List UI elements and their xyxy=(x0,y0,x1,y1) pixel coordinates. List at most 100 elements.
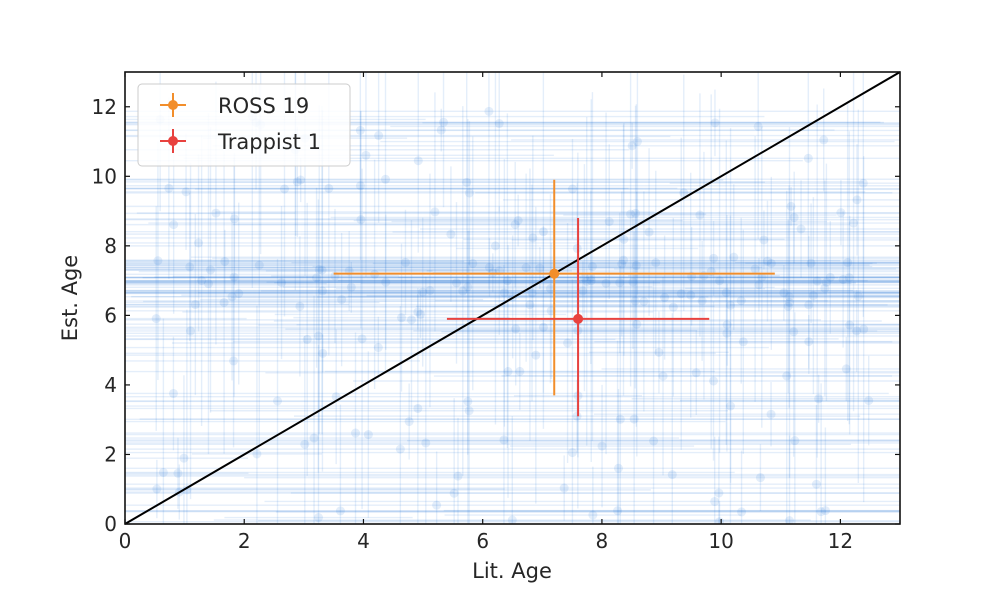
bg-point xyxy=(836,208,846,218)
bg-point xyxy=(604,217,614,227)
bg-point xyxy=(527,288,537,298)
bg-point xyxy=(721,288,731,298)
bg-point xyxy=(229,356,239,366)
bg-point xyxy=(538,322,548,332)
bg-point xyxy=(317,265,327,275)
bg-point xyxy=(619,234,629,244)
bg-point xyxy=(708,376,718,386)
bg-point xyxy=(357,334,367,344)
bg-point xyxy=(710,118,720,128)
bg-point xyxy=(425,285,435,295)
bg-point xyxy=(229,272,239,282)
bg-point xyxy=(463,396,473,406)
bg-point xyxy=(567,448,577,458)
bg-point xyxy=(601,278,611,288)
bg-point xyxy=(252,449,262,459)
bg-point xyxy=(726,300,736,310)
bg-point xyxy=(515,366,525,376)
bg-point xyxy=(754,280,764,290)
bg-point xyxy=(639,296,649,306)
bg-point xyxy=(314,513,324,523)
identity-line xyxy=(124,71,901,525)
bg-point xyxy=(499,288,509,298)
bg-point xyxy=(432,500,442,510)
bg-point xyxy=(494,119,504,129)
legend-item-trappist1: Trappist 1 xyxy=(160,129,321,154)
bg-point xyxy=(784,516,794,524)
bg-point xyxy=(318,348,328,358)
bg-point xyxy=(782,371,792,381)
bg-point xyxy=(400,257,410,267)
x-tick-label: 6 xyxy=(476,529,489,553)
legend-label-ross19: ROSS 19 xyxy=(218,94,309,118)
bg-point xyxy=(597,441,607,451)
bg-point xyxy=(618,255,628,265)
bg-point xyxy=(811,479,821,489)
bg-point xyxy=(779,288,789,298)
bg-point xyxy=(418,287,428,297)
bg-point xyxy=(804,300,814,310)
bg-point xyxy=(814,394,824,404)
bg-point xyxy=(617,259,627,269)
bg-point xyxy=(679,188,689,198)
y-tick-label: 4 xyxy=(104,373,117,397)
legend-item-ross19: ROSS 19 xyxy=(160,93,309,118)
bg-point xyxy=(695,210,705,220)
bg-point xyxy=(521,263,531,273)
y-tick-label: 8 xyxy=(104,234,117,258)
bg-point xyxy=(844,273,854,283)
y-tick-label: 10 xyxy=(92,164,117,188)
bg-point xyxy=(736,296,746,306)
bg-point xyxy=(337,295,347,305)
bg-point xyxy=(510,220,520,230)
bg-point xyxy=(324,183,334,193)
bg-point xyxy=(632,319,642,329)
bg-point xyxy=(849,218,859,228)
bg-point xyxy=(790,436,800,446)
bg-point xyxy=(660,293,670,303)
bg-point xyxy=(356,215,366,225)
x-tick-label: 4 xyxy=(357,529,370,553)
bg-point xyxy=(853,291,863,301)
bg-point xyxy=(462,177,472,187)
bg-point xyxy=(784,292,794,302)
bg-point xyxy=(525,300,535,310)
bg-point xyxy=(629,414,639,424)
bg-point xyxy=(691,368,701,378)
bg-point xyxy=(766,258,776,268)
bg-point xyxy=(630,296,640,306)
bg-point xyxy=(715,276,725,286)
bg-point xyxy=(211,208,221,218)
bg-point xyxy=(644,227,654,237)
bg-point xyxy=(173,468,183,478)
bg-point xyxy=(413,156,423,166)
bg-point xyxy=(490,241,500,251)
bg-point xyxy=(413,307,423,317)
bg-point xyxy=(351,428,361,438)
bg-point xyxy=(446,229,456,239)
bg-point xyxy=(654,347,664,357)
bg-point xyxy=(296,175,306,185)
bg-point xyxy=(273,396,283,406)
bg-point xyxy=(179,453,189,463)
bg-point xyxy=(715,517,725,524)
bg-point xyxy=(449,488,459,498)
bg-point xyxy=(206,265,216,275)
bg-point xyxy=(254,260,264,270)
bg-point xyxy=(458,286,468,296)
bg-point xyxy=(737,507,747,517)
bg-point xyxy=(563,338,573,348)
bg-point xyxy=(632,137,642,147)
bg-point xyxy=(197,276,207,286)
bg-point xyxy=(816,507,826,517)
bg-point xyxy=(421,438,431,448)
bg-point xyxy=(697,296,707,306)
bg-point xyxy=(439,117,449,127)
bg-point xyxy=(277,278,287,288)
bg-point xyxy=(373,343,383,353)
bg-point xyxy=(586,272,596,282)
bg-point xyxy=(194,238,204,248)
bg-point xyxy=(503,367,513,377)
bg-point xyxy=(430,207,440,217)
